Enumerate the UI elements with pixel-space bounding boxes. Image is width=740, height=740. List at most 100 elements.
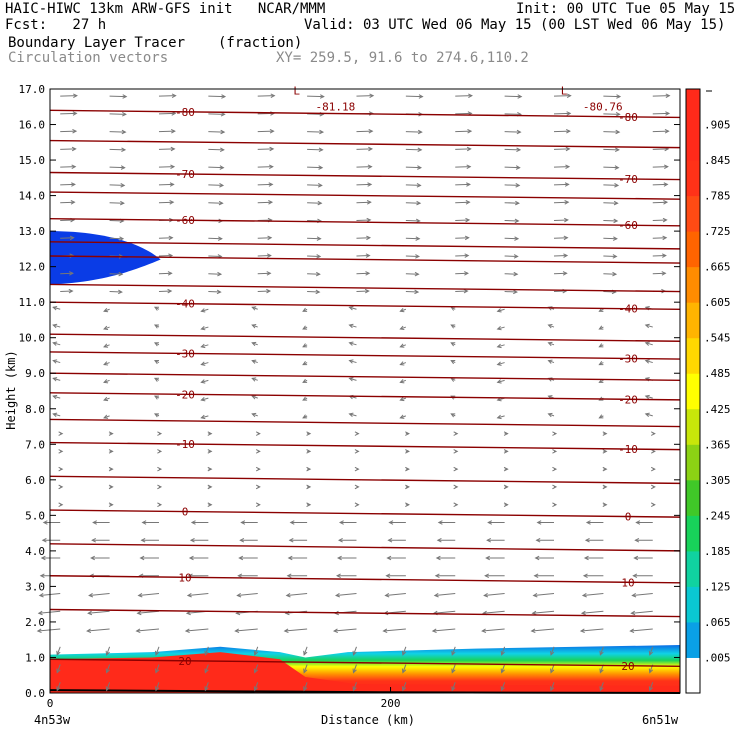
vector-head	[437, 520, 443, 525]
vector-head	[650, 431, 656, 436]
vector-head	[354, 466, 360, 472]
vector-shaft	[109, 131, 126, 133]
vector-shaft	[455, 130, 472, 133]
vector-arrow	[108, 431, 114, 436]
vector-head	[286, 573, 292, 579]
colorbar-segment	[686, 89, 700, 126]
vector-shaft	[303, 664, 308, 673]
vector-arrow	[103, 379, 110, 384]
vector-arrow	[157, 484, 163, 490]
vector-arrow	[437, 520, 456, 525]
vector-shaft	[158, 166, 175, 168]
vector-arrow	[356, 271, 371, 276]
vector-head	[73, 93, 78, 98]
vector-shaft	[106, 682, 111, 691]
vector-arrow	[306, 431, 312, 436]
vector-shaft	[257, 183, 273, 186]
vector-head	[598, 396, 604, 401]
vector-shaft	[603, 113, 620, 115]
vector-head	[218, 200, 224, 206]
vector-shaft	[208, 202, 223, 204]
vector-arrow	[307, 271, 321, 277]
vector-arrow	[603, 129, 621, 135]
vector-head	[302, 325, 308, 330]
vector-arrow	[158, 164, 176, 170]
vector-arrow	[158, 182, 175, 187]
vector-shaft	[553, 237, 568, 239]
vector-head	[204, 686, 209, 692]
y-tick-label: 9.0	[25, 367, 45, 380]
colorbar-segment	[686, 195, 700, 232]
vector-shaft	[504, 113, 521, 115]
vector-arrow	[356, 164, 373, 170]
vector-head	[167, 288, 173, 294]
contour-label: -40	[618, 303, 638, 316]
plot-border	[49, 88, 681, 694]
vector-arrow	[251, 306, 258, 311]
vector-head	[315, 271, 321, 277]
vector-arrow	[251, 324, 258, 329]
temperature-contour	[49, 392, 681, 401]
vector-shaft	[53, 360, 61, 364]
vector-head	[315, 289, 321, 295]
vector-shaft	[652, 183, 668, 186]
vector-head	[219, 147, 225, 153]
vector-shaft	[60, 112, 77, 115]
vector-arrow	[455, 288, 469, 294]
vector-arrow	[405, 449, 410, 454]
vector-arrow	[652, 111, 671, 116]
vector-arrow	[103, 308, 110, 313]
vector-arrow	[41, 537, 61, 543]
vector-arrow	[399, 343, 407, 348]
vector-head	[464, 271, 469, 276]
vector-shaft	[56, 646, 61, 655]
vector-arrow	[348, 341, 357, 346]
vector-arrow	[553, 271, 568, 276]
vector-shaft	[334, 628, 357, 632]
vector-arrow	[153, 342, 160, 347]
vector-arrow	[200, 414, 209, 420]
vector-shaft	[257, 95, 275, 97]
vector-arrow	[60, 271, 74, 276]
vector-arrow	[207, 449, 213, 454]
vector-shaft	[307, 219, 321, 222]
vector-shaft	[603, 291, 616, 293]
vector-shaft	[405, 148, 422, 151]
vector-arrow	[356, 93, 375, 98]
vector-head	[268, 200, 274, 205]
y-tick-label: 5.0	[25, 509, 45, 522]
vector-head	[270, 93, 276, 98]
vector-arrow	[303, 682, 308, 692]
vector-shaft	[405, 184, 421, 186]
vector-arrow	[158, 146, 176, 152]
vector-arrow	[153, 324, 160, 329]
contour-label: 20	[178, 655, 191, 668]
vector-head	[598, 343, 604, 348]
contour-label: -30	[175, 347, 195, 360]
vector-head	[302, 361, 308, 366]
colorbar-label: .605	[704, 296, 731, 309]
vector-head	[496, 379, 502, 384]
vector-arrow	[603, 112, 621, 117]
vector-shaft	[201, 379, 209, 383]
vector-arrow	[60, 93, 78, 98]
vector-head	[405, 484, 410, 490]
vector-head	[38, 592, 44, 598]
vector-head	[170, 146, 176, 152]
vector-head	[56, 650, 61, 656]
vector-arrow	[141, 520, 159, 525]
vector-shaft	[433, 610, 456, 614]
vector-arrow	[650, 502, 656, 507]
vector-arrow	[237, 573, 258, 579]
vector-head	[251, 324, 257, 329]
vector-arrow	[109, 271, 124, 277]
vector-shaft	[109, 202, 124, 204]
vector-head	[496, 361, 502, 366]
vector-head	[513, 289, 518, 295]
vector-arrow	[405, 94, 424, 99]
contour-label: -60	[175, 214, 195, 227]
vector-shaft	[303, 646, 308, 655]
vector-head	[399, 343, 405, 348]
vector-arrow	[382, 628, 406, 634]
vector-head	[103, 361, 109, 366]
